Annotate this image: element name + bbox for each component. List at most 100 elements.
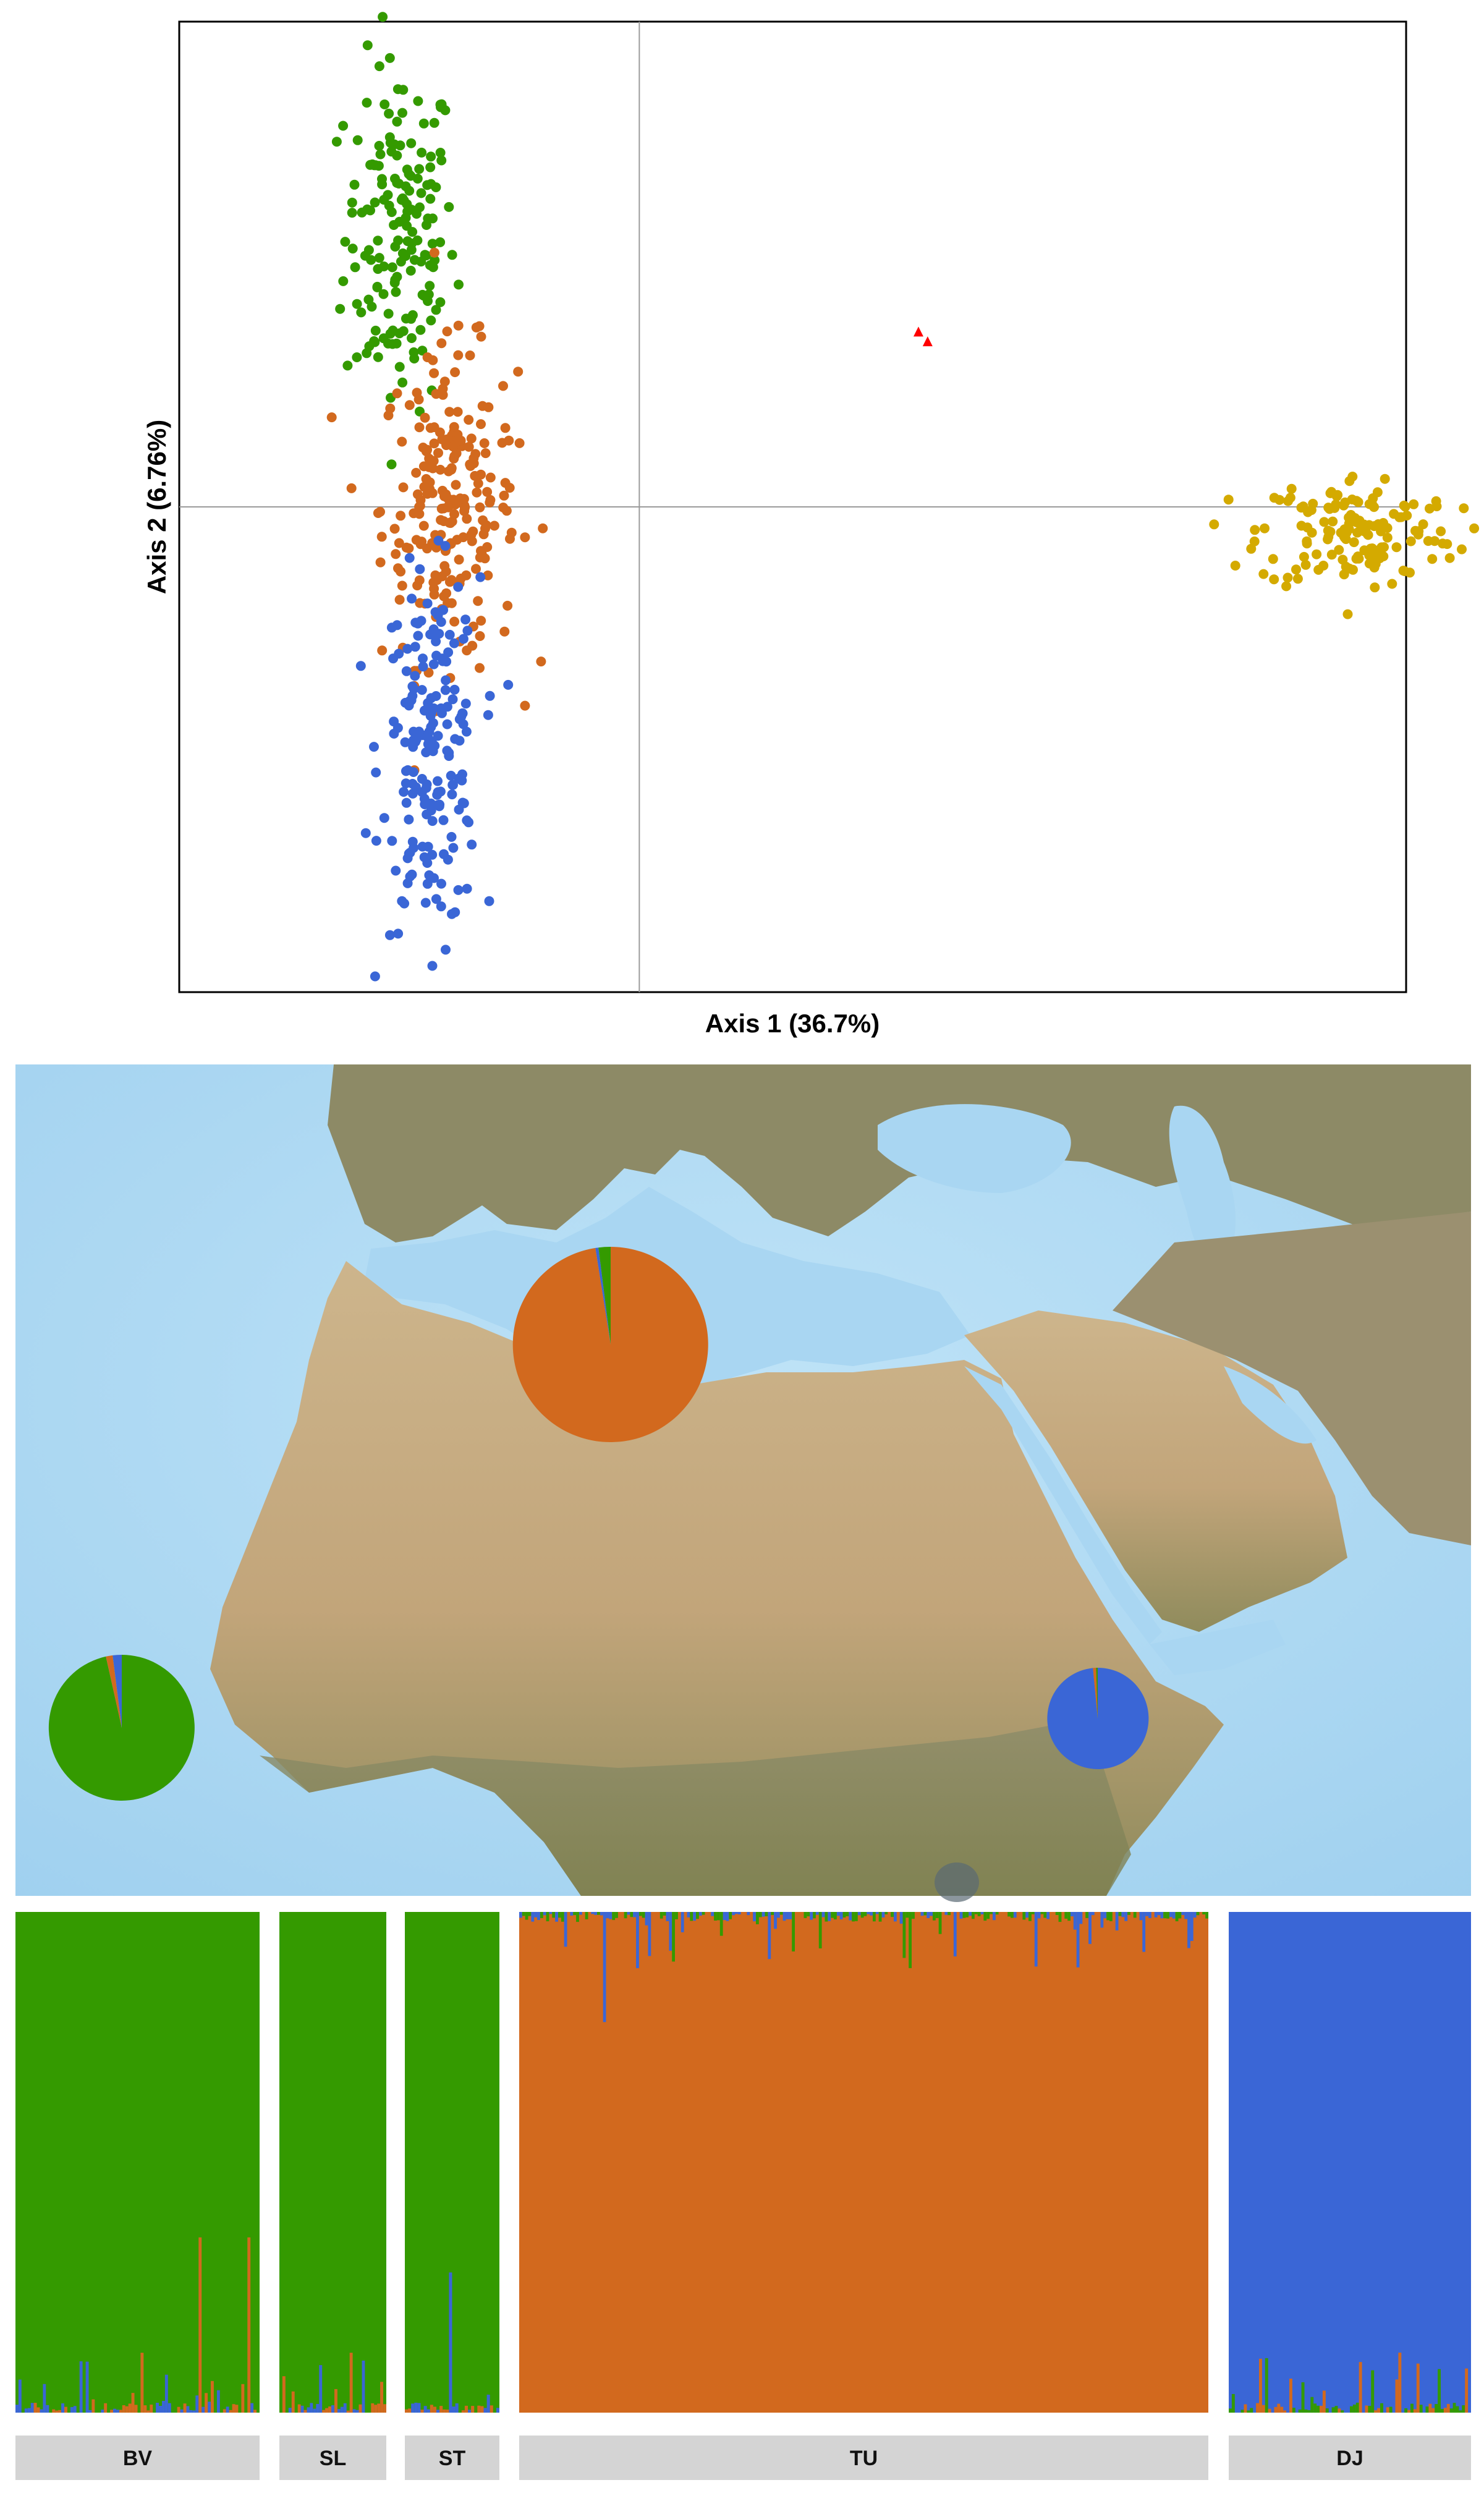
admixture-sample-bar: [1313, 2403, 1317, 2413]
admixture-sample-bar: [313, 2408, 316, 2413]
pca-point: [449, 422, 459, 432]
pca-point: [409, 347, 419, 357]
admixture-sample-bar: [131, 2393, 135, 2413]
admixture-sample-bar: [570, 1912, 574, 1916]
pca-point: [1459, 503, 1469, 514]
admixture-sample-bar: [912, 1912, 915, 1919]
pca-point: [448, 779, 458, 790]
pca-point: [388, 325, 398, 336]
pca-point: [420, 898, 431, 908]
admixture-sample-bar: [933, 1912, 936, 1921]
pca-point: [458, 719, 469, 729]
admixture-sample-bar: [531, 1912, 535, 1922]
pca-point: [475, 631, 485, 641]
admixture-sample-bar: [426, 2409, 430, 2413]
admixture-sample-bar: [834, 1912, 837, 1920]
admixture-sample-bar: [1157, 1912, 1161, 1916]
pca-point: [1380, 474, 1390, 484]
pca-point: [374, 61, 384, 72]
admixture-sample-bar: [119, 2410, 122, 2413]
admixture-sample-bar: [1289, 2379, 1292, 2413]
pca-point: [1342, 609, 1353, 619]
admixture-sample-bar: [449, 2272, 452, 2413]
pca-point: [372, 281, 383, 292]
admixture-sample-bar: [1244, 2404, 1247, 2413]
pca-point: [370, 325, 381, 336]
admixture-sample-bar: [948, 1912, 951, 1916]
pca-point: [449, 684, 460, 695]
pca-point: [444, 407, 455, 417]
admixture-sample-bar: [758, 1912, 762, 1918]
pca-point: [441, 588, 452, 598]
pca-point: [386, 459, 397, 470]
admixture-sample-bar: [490, 2405, 493, 2413]
admixture-sample-bar: [1274, 2406, 1278, 2413]
admixture-sample-bar: [687, 1912, 690, 1918]
admixture-sample-bar: [585, 1912, 588, 1919]
admixture-sample-bar: [549, 1912, 553, 1914]
admixture-sample-bar: [1386, 2407, 1389, 2413]
pca-point: [401, 778, 411, 789]
admixture-sample-bar: [528, 1912, 532, 1916]
admixture-sample-bar: [253, 2410, 257, 2413]
pca-series-0: [331, 12, 464, 470]
pca-point: [370, 197, 380, 208]
pca-point: [1406, 536, 1416, 546]
admixture-sample-bar: [241, 2384, 245, 2413]
admixture-sample-bar: [24, 2408, 28, 2413]
pca-point: [397, 248, 408, 258]
pca-point: [416, 257, 426, 267]
pca-point: [404, 553, 415, 563]
pie-0: [512, 1246, 708, 1442]
admixture-sample-bar: [1175, 1912, 1179, 1922]
pca-point: [482, 542, 493, 552]
population-label: SL: [320, 2447, 346, 2470]
admixture-sample-bar: [1265, 2358, 1268, 2413]
admixture-group-SL: [279, 1912, 386, 2413]
admixture-sample-bar: [452, 2406, 456, 2413]
pca-point: [1431, 496, 1441, 506]
admixture-sample-bar: [436, 2410, 440, 2413]
pca-point: [428, 355, 438, 365]
pca-point: [502, 600, 513, 611]
pca-point: [439, 516, 449, 527]
admixture-sample-bar: [867, 1912, 870, 1914]
pca-point: [485, 495, 496, 505]
admixture-sample-bar: [362, 2360, 365, 2413]
admixture-sample-bar: [860, 1912, 864, 1918]
admixture-sample-bar: [146, 2410, 150, 2413]
pca-point: [514, 438, 525, 448]
admixture-sample-bar: [810, 1912, 813, 1920]
pca-point: [374, 140, 384, 151]
pca-point: [1382, 523, 1393, 533]
admixture-sample-bar: [627, 1912, 630, 1915]
admixture-sample-bar: [980, 1912, 984, 1914]
pca-point: [1334, 545, 1344, 555]
admixture-sample-bar: [974, 1912, 978, 1914]
pca-point: [483, 570, 493, 580]
pca-point: [429, 422, 439, 433]
pca-point: [449, 616, 460, 627]
admixture-sample-bar: [1034, 1912, 1038, 1967]
pca-point: [407, 788, 418, 799]
pca-point: [466, 433, 477, 444]
pca-point: [1444, 553, 1455, 563]
admixture-sample-bar: [1446, 2403, 1450, 2413]
pca-scatter-plot: Axis 1 (36.7%) Axis 2 (6.76%): [142, 12, 1480, 1111]
pca-point: [472, 487, 482, 498]
pca-point: [407, 333, 417, 343]
admixture-sample-bar: [101, 2410, 104, 2413]
pca-point: [484, 896, 494, 906]
pca-point: [371, 836, 381, 846]
pca-point: [360, 828, 371, 838]
map-gulf-of-aden: [1150, 1620, 1286, 1675]
admixture-sample-bar: [993, 1912, 996, 1921]
pca-point: [454, 554, 464, 565]
admixture-sample-bar: [291, 2391, 295, 2413]
admixture-sample-bar: [116, 2410, 119, 2413]
admixture-sample-bar: [411, 2403, 415, 2413]
pca-point: [425, 162, 436, 172]
pca-point: [1347, 495, 1357, 504]
pca-point: [390, 242, 401, 252]
admixture-sample-bar: [902, 1912, 906, 1958]
